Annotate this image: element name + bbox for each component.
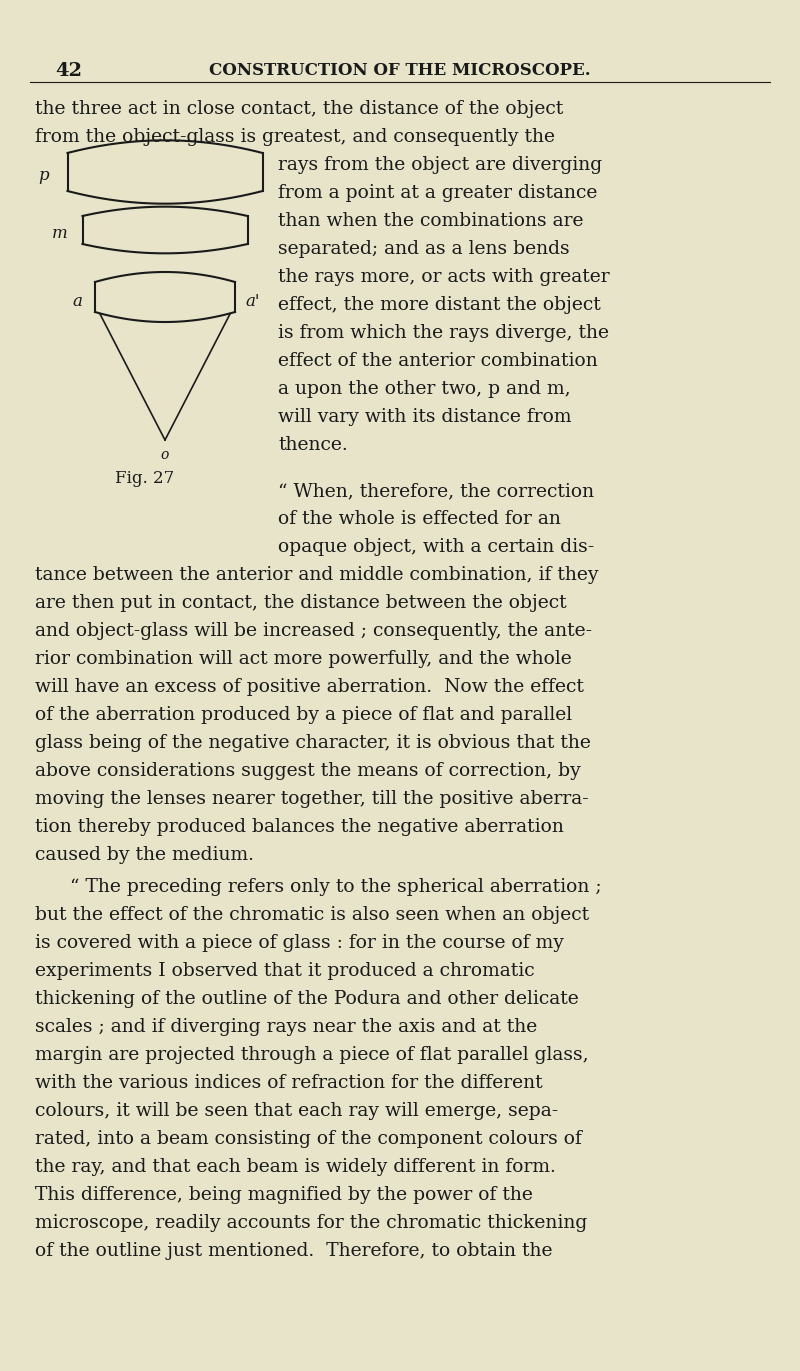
Text: with the various indices of refraction for the different: with the various indices of refraction f… <box>35 1073 542 1091</box>
Text: of the whole is effected for an: of the whole is effected for an <box>278 510 561 528</box>
Text: “ When, therefore, the correction: “ When, therefore, the correction <box>278 483 594 500</box>
Text: thence.: thence. <box>278 436 348 454</box>
Text: p: p <box>38 167 49 185</box>
Text: the three act in close contact, the distance of the object: the three act in close contact, the dist… <box>35 100 563 118</box>
Text: effect of the anterior combination: effect of the anterior combination <box>278 352 598 370</box>
Text: colours, it will be seen that each ray will emerge, sepa-: colours, it will be seen that each ray w… <box>35 1102 558 1120</box>
Text: moving the lenses nearer together, till the positive aberra-: moving the lenses nearer together, till … <box>35 790 589 808</box>
Text: opaque object, with a certain dis-: opaque object, with a certain dis- <box>278 537 594 557</box>
Text: will vary with its distance from: will vary with its distance from <box>278 409 571 426</box>
Text: a upon the other two, p and m,: a upon the other two, p and m, <box>278 380 570 398</box>
Text: margin are projected through a piece of flat parallel glass,: margin are projected through a piece of … <box>35 1046 589 1064</box>
Text: a': a' <box>245 292 259 310</box>
Text: experiments I observed that it produced a chromatic: experiments I observed that it produced … <box>35 962 534 980</box>
Text: from a point at a greater distance: from a point at a greater distance <box>278 184 598 202</box>
Text: tion thereby produced balances the negative aberration: tion thereby produced balances the negat… <box>35 818 564 836</box>
Text: a: a <box>72 292 82 310</box>
Text: CONSTRUCTION OF THE MICROSCOPE.: CONSTRUCTION OF THE MICROSCOPE. <box>209 62 591 80</box>
Text: thickening of the outline of the Podura and other delicate: thickening of the outline of the Podura … <box>35 990 578 1008</box>
Text: This difference, being magnified by the power of the: This difference, being magnified by the … <box>35 1186 533 1204</box>
Text: above considerations suggest the means of correction, by: above considerations suggest the means o… <box>35 762 581 780</box>
Text: the rays more, or acts with greater: the rays more, or acts with greater <box>278 267 610 287</box>
Text: rays from the object are diverging: rays from the object are diverging <box>278 156 602 174</box>
Text: o: o <box>161 448 169 462</box>
Text: are then put in contact, the distance between the object: are then put in contact, the distance be… <box>35 594 566 611</box>
Text: rated, into a beam consisting of the component colours of: rated, into a beam consisting of the com… <box>35 1130 582 1148</box>
Text: than when the combinations are: than when the combinations are <box>278 213 583 230</box>
Text: m: m <box>52 225 68 243</box>
Text: Fig. 27: Fig. 27 <box>115 470 174 487</box>
Text: “ The preceding refers only to the spherical aberration ;: “ The preceding refers only to the spher… <box>70 877 602 897</box>
Text: 42: 42 <box>55 62 82 80</box>
Text: microscope, readily accounts for the chromatic thickening: microscope, readily accounts for the chr… <box>35 1213 587 1233</box>
Text: is covered with a piece of glass : for in the course of my: is covered with a piece of glass : for i… <box>35 934 564 951</box>
Text: will have an excess of positive aberration.  Now the effect: will have an excess of positive aberrati… <box>35 679 584 696</box>
Text: of the outline just mentioned.  Therefore, to obtain the: of the outline just mentioned. Therefore… <box>35 1242 553 1260</box>
Text: effect, the more distant the object: effect, the more distant the object <box>278 296 601 314</box>
Text: but the effect of the chromatic is also seen when an object: but the effect of the chromatic is also … <box>35 906 589 924</box>
Text: is from which the rays diverge, the: is from which the rays diverge, the <box>278 324 609 341</box>
Text: glass being of the negative character, it is obvious that the: glass being of the negative character, i… <box>35 733 591 753</box>
Text: caused by the medium.: caused by the medium. <box>35 846 254 864</box>
Text: from the object-glass is greatest, and consequently the: from the object-glass is greatest, and c… <box>35 128 555 145</box>
Text: scales ; and if diverging rays near the axis and at the: scales ; and if diverging rays near the … <box>35 1019 538 1036</box>
Text: and object-glass will be increased ; consequently, the ante-: and object-glass will be increased ; con… <box>35 622 592 640</box>
Text: of the aberration produced by a piece of flat and parallel: of the aberration produced by a piece of… <box>35 706 572 724</box>
Text: rior combination will act more powerfully, and the whole: rior combination will act more powerfull… <box>35 650 572 668</box>
Text: separated; and as a lens bends: separated; and as a lens bends <box>278 240 570 258</box>
Text: tance between the anterior and middle combination, if they: tance between the anterior and middle co… <box>35 566 598 584</box>
Text: the ray, and that each beam is widely different in form.: the ray, and that each beam is widely di… <box>35 1158 556 1176</box>
